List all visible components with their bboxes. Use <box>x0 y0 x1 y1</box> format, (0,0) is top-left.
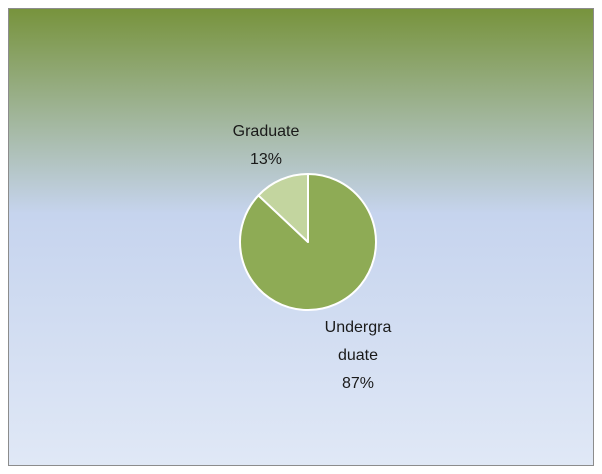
value-label: 87% <box>342 375 374 392</box>
label-line: Undergra <box>325 319 392 336</box>
value-label: 13% <box>250 151 282 168</box>
pie-slice <box>257 173 309 243</box>
label-line: duate <box>338 347 378 364</box>
slice-label: Graduate <box>233 123 300 140</box>
slice-label: Undergra duate <box>325 319 392 364</box>
